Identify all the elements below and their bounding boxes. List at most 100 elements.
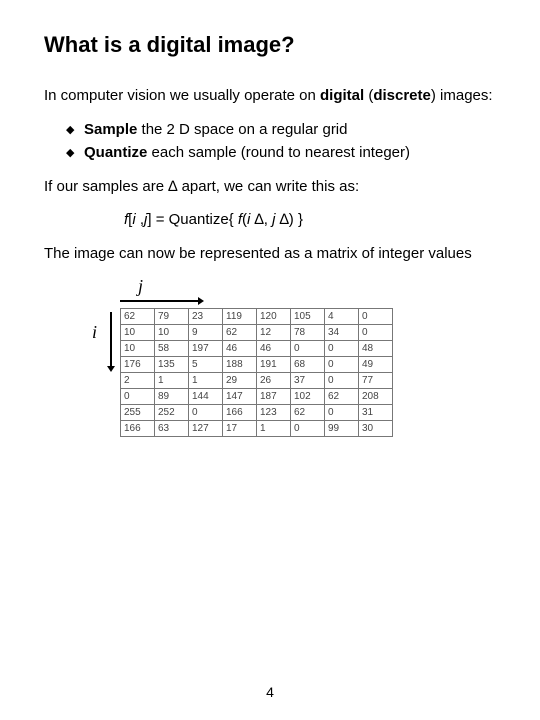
table-cell: 252 [155, 405, 189, 421]
table-cell: 127 [189, 421, 223, 437]
table-cell: 0 [325, 405, 359, 421]
table-row: 255252016612362031 [121, 405, 393, 421]
table-cell: 166 [121, 421, 155, 437]
formula: f[i ,j] = Quantize{ f(i ∆, j ∆) } [124, 211, 496, 228]
table-cell: 62 [121, 309, 155, 325]
table-cell: 46 [257, 341, 291, 357]
table-cell: 26 [257, 373, 291, 389]
page-number: 4 [0, 684, 540, 700]
para-delta: If our samples are ∆ apart, we can write… [44, 177, 496, 197]
table-cell: 255 [121, 405, 155, 421]
text: In computer vision we usually operate on [44, 87, 320, 104]
table-cell: 0 [359, 309, 393, 325]
table-cell: 5 [189, 357, 223, 373]
table-row: 62792311912010540 [121, 309, 393, 325]
table-cell: 62 [223, 325, 257, 341]
table-cell: 1 [189, 373, 223, 389]
table-cell: 120 [257, 309, 291, 325]
t: , [136, 211, 144, 228]
bullet-text: Sample the 2 D space on a regular grid [84, 120, 347, 140]
table-cell: 77 [359, 373, 393, 389]
table-cell: 34 [325, 325, 359, 341]
t: ) } [289, 211, 303, 228]
table-cell: 197 [189, 341, 223, 357]
table-cell: 0 [121, 389, 155, 405]
table-cell: 89 [155, 389, 189, 405]
t: ] = Quantize{ [147, 211, 237, 228]
table-cell: 79 [155, 309, 189, 325]
table-cell: 49 [359, 357, 393, 373]
table-cell: 23 [189, 309, 223, 325]
matrix-table: 6279231191201054010109621278340105819746… [120, 308, 393, 437]
table-cell: 176 [121, 357, 155, 373]
text: each sample (round to nearest integer) [147, 144, 410, 161]
table-cell: 119 [223, 309, 257, 325]
table-cell: 1 [257, 421, 291, 437]
text: the 2 D space on a regular grid [137, 121, 347, 138]
table-cell: 187 [257, 389, 291, 405]
table-cell: 123 [257, 405, 291, 421]
bullet-text: Quantize each sample (round to nearest i… [84, 143, 410, 163]
table-row: 1666312717109930 [121, 421, 393, 437]
table-cell: 30 [359, 421, 393, 437]
table-cell: 62 [291, 405, 325, 421]
table-cell: 17 [223, 421, 257, 437]
axis-j-label: j [138, 276, 143, 297]
table-cell: 78 [291, 325, 325, 341]
bullet-icon: ◆ [66, 120, 84, 138]
text: ( [364, 87, 373, 104]
table-cell: 48 [359, 341, 393, 357]
table-row: 105819746460048 [121, 341, 393, 357]
table-cell: 0 [291, 341, 325, 357]
t: , [264, 211, 272, 228]
table-cell: 58 [155, 341, 189, 357]
bullet-list: ◆ Sample the 2 D space on a regular grid… [66, 120, 496, 163]
table-cell: 0 [325, 341, 359, 357]
text-bold: digital [320, 87, 364, 104]
table-row: 10109621278340 [121, 325, 393, 341]
text: If our samples are [44, 178, 168, 195]
table-cell: 37 [291, 373, 325, 389]
table-row: 211292637077 [121, 373, 393, 389]
table-cell: 0 [189, 405, 223, 421]
table-cell: 10 [121, 325, 155, 341]
table-cell: 166 [223, 405, 257, 421]
table-cell: 63 [155, 421, 189, 437]
text-bold: Quantize [84, 144, 147, 161]
table-cell: 191 [257, 357, 291, 373]
table-cell: 46 [223, 341, 257, 357]
table-cell: 12 [257, 325, 291, 341]
axis-j-arrow-icon [120, 296, 204, 306]
table-cell: 102 [291, 389, 325, 405]
table-cell: 0 [359, 325, 393, 341]
table-cell: 62 [325, 389, 359, 405]
table-cell: 2 [121, 373, 155, 389]
axis-i-label: i [92, 322, 97, 343]
d: ∆ [255, 211, 264, 228]
intro-paragraph: In computer vision we usually operate on… [44, 86, 496, 106]
para-matrix: The image can now be represented as a ma… [44, 244, 496, 264]
table-cell: 29 [223, 373, 257, 389]
table-cell: 10 [121, 341, 155, 357]
table-cell: 147 [223, 389, 257, 405]
table-cell: 0 [291, 421, 325, 437]
d: ∆ [280, 211, 289, 228]
table-cell: 4 [325, 309, 359, 325]
table-cell: 68 [291, 357, 325, 373]
table-cell: 188 [223, 357, 257, 373]
table-cell: 99 [325, 421, 359, 437]
list-item: ◆ Sample the 2 D space on a regular grid [66, 120, 496, 140]
table-cell: 208 [359, 389, 393, 405]
table-row: 176135518819168049 [121, 357, 393, 373]
table-cell: 0 [325, 357, 359, 373]
text: ) images: [431, 87, 493, 104]
text: apart, we can write this as: [177, 178, 359, 195]
bullet-icon: ◆ [66, 143, 84, 161]
table-cell: 10 [155, 325, 189, 341]
table-cell: 1 [155, 373, 189, 389]
table-cell: 0 [325, 373, 359, 389]
table-row: 08914414718710262208 [121, 389, 393, 405]
table-cell: 135 [155, 357, 189, 373]
table-cell: 9 [189, 325, 223, 341]
text-bold: Sample [84, 121, 137, 138]
